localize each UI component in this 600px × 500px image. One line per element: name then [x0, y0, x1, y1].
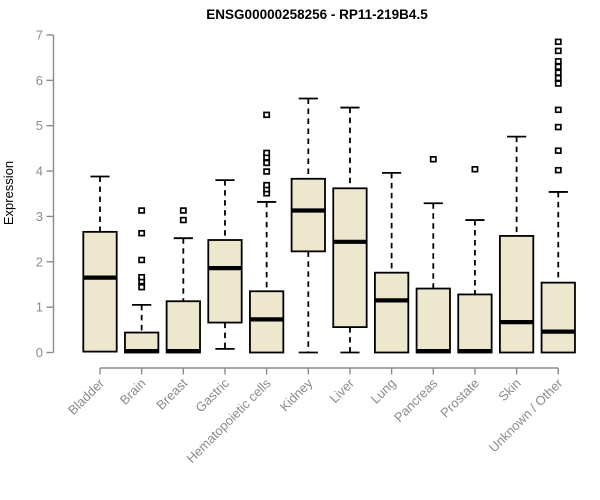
box-gastric	[207, 179, 243, 350]
outlier-point	[138, 273, 146, 281]
iqr-box	[540, 281, 576, 354]
outlier-point	[554, 74, 562, 82]
iqr-box	[207, 239, 243, 324]
x-category-label-breast: Breast	[153, 375, 190, 412]
box-lung	[374, 171, 410, 354]
y-axis: 0 1 2 3 4 5 6 7	[36, 28, 55, 360]
x-category-label-unknown-other: Unknown / Other	[486, 375, 566, 455]
plot-area	[82, 38, 576, 354]
y-tick-label: 3	[36, 209, 43, 224]
x-category-label-skin: Skin	[495, 376, 523, 404]
x-category-label-lung: Lung	[368, 376, 399, 407]
outlier-point	[554, 106, 562, 114]
x-category-label-prostate: Prostate	[437, 376, 482, 421]
x-category-label-liver: Liver	[327, 375, 358, 406]
y-tick-label: 7	[36, 28, 43, 43]
box-pancreas	[415, 156, 451, 354]
outlier-point	[179, 207, 187, 214]
chart-title: ENSG00000258256 - RP11-219B4.5	[206, 7, 428, 22]
y-tick-label: 6	[36, 73, 43, 88]
iqr-box	[165, 300, 201, 354]
outlier-point	[554, 47, 562, 55]
box-bladder	[82, 175, 118, 353]
box-unknown-other	[540, 38, 576, 354]
box-prostate	[457, 166, 493, 354]
outlier-point	[263, 111, 271, 119]
y-tick-label: 4	[36, 164, 43, 179]
outlier-point	[554, 166, 562, 174]
iqr-box	[82, 230, 118, 353]
iqr-box	[498, 235, 535, 354]
iqr-box	[249, 290, 285, 354]
iqr-box	[290, 177, 326, 253]
x-category-label-brain: Brain	[117, 376, 149, 408]
box-hematopoietic-cells	[249, 111, 285, 354]
iqr-box	[415, 287, 451, 354]
iqr-box	[457, 293, 493, 354]
box-breast	[165, 207, 201, 354]
outlier-point	[138, 283, 146, 291]
y-tick-label: 1	[36, 300, 43, 315]
y-tick-label: 5	[36, 118, 43, 133]
outlier-point	[429, 156, 437, 163]
outlier-point	[263, 181, 271, 189]
outlier-point	[554, 80, 562, 87]
outlier-point	[554, 63, 562, 70]
outlier-point	[554, 58, 562, 65]
outlier-point	[138, 256, 146, 264]
x-category-label-bladder: Bladder	[65, 375, 108, 418]
y-tick-label: 2	[36, 254, 43, 269]
outlier-point	[554, 69, 562, 76]
outlier-point	[138, 207, 146, 214]
x-category-label-kidney: Kidney	[277, 375, 316, 414]
box-skin	[498, 135, 535, 354]
outlier-point	[554, 123, 562, 131]
outlier-point	[554, 147, 562, 154]
box-liver	[332, 106, 368, 354]
iqr-box	[374, 271, 410, 354]
x-category-label-gastric: Gastric	[192, 375, 232, 415]
outlier-point	[263, 159, 271, 167]
outlier-point	[263, 168, 271, 175]
y-tick-label: 0	[36, 345, 43, 360]
box-kidney	[290, 97, 326, 354]
outlier-point	[138, 229, 146, 237]
outlier-point	[554, 38, 562, 46]
y-axis-label: Expression	[1, 161, 16, 225]
iqr-box	[332, 187, 368, 329]
outlier-point	[179, 216, 187, 224]
box-brain	[124, 207, 160, 354]
outlier-point	[263, 149, 271, 157]
outlier-point	[471, 166, 479, 173]
x-category-label-pancreas: Pancreas	[391, 375, 441, 425]
